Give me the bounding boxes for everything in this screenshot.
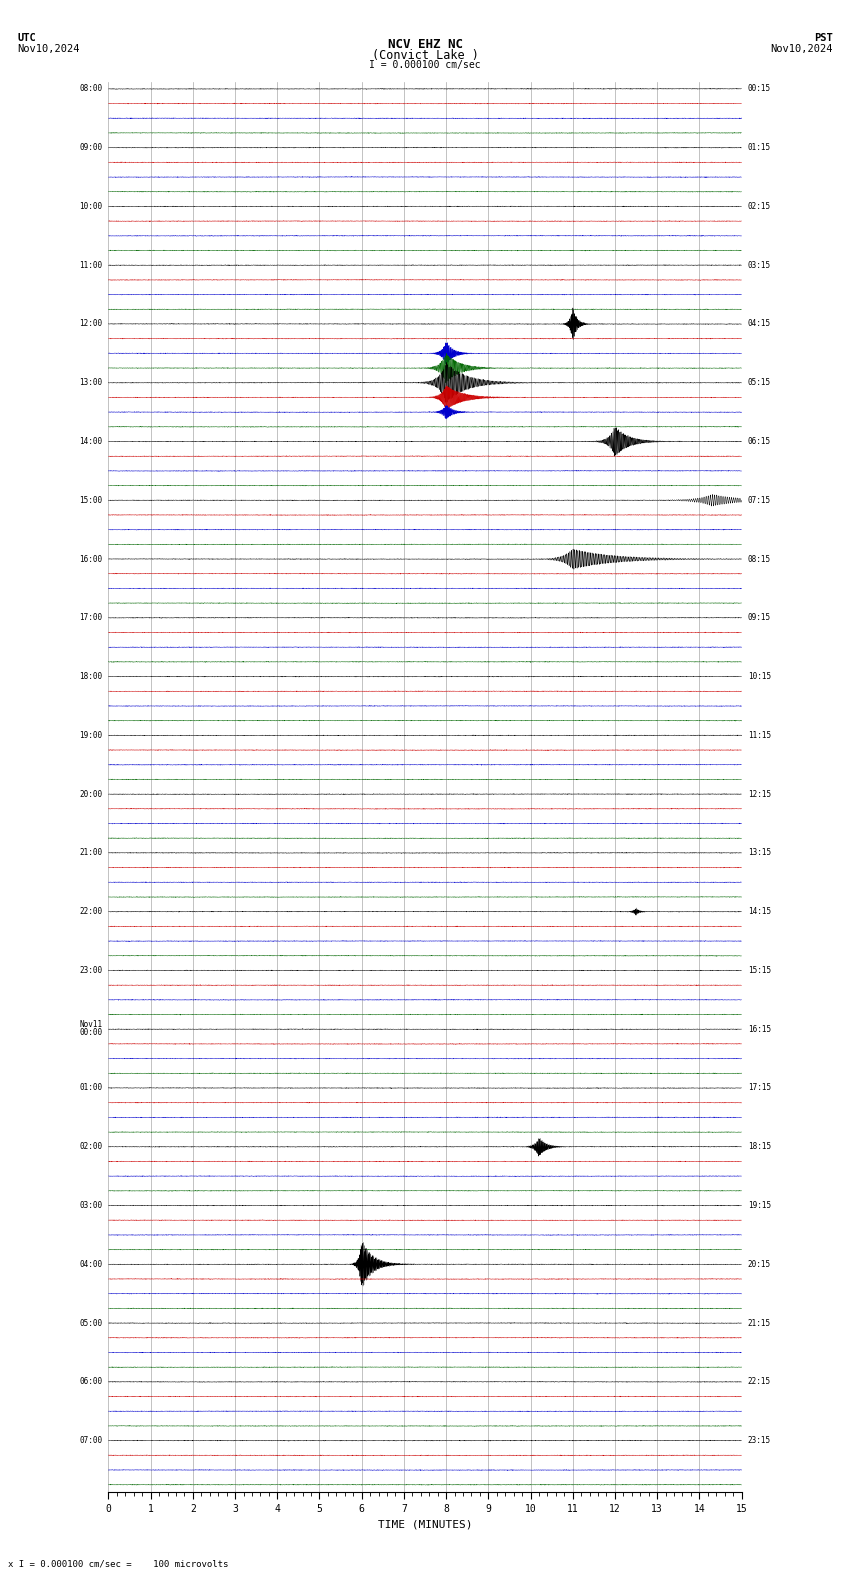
Text: 01:00: 01:00 (79, 1083, 102, 1093)
Text: NCV EHZ NC: NCV EHZ NC (388, 38, 462, 51)
Text: 06:00: 06:00 (79, 1378, 102, 1386)
Text: 02:15: 02:15 (748, 201, 771, 211)
Text: 19:15: 19:15 (748, 1201, 771, 1210)
Text: 12:00: 12:00 (79, 320, 102, 328)
Text: 09:00: 09:00 (79, 143, 102, 152)
Text: Nov11: Nov11 (79, 1020, 102, 1030)
Text: 04:00: 04:00 (79, 1259, 102, 1269)
Text: 22:15: 22:15 (748, 1378, 771, 1386)
Text: PST: PST (814, 33, 833, 43)
Text: 17:15: 17:15 (748, 1083, 771, 1093)
Text: UTC: UTC (17, 33, 36, 43)
Text: x I = 0.000100 cm/sec =    100 microvolts: x I = 0.000100 cm/sec = 100 microvolts (8, 1559, 229, 1568)
Text: 03:00: 03:00 (79, 1201, 102, 1210)
Text: 03:15: 03:15 (748, 261, 771, 269)
Text: 05:15: 05:15 (748, 379, 771, 386)
Text: 21:00: 21:00 (79, 849, 102, 857)
Text: 21:15: 21:15 (748, 1318, 771, 1327)
Text: 00:15: 00:15 (748, 84, 771, 93)
Text: 23:15: 23:15 (748, 1437, 771, 1445)
Text: 13:15: 13:15 (748, 849, 771, 857)
Text: 09:15: 09:15 (748, 613, 771, 623)
Text: 16:00: 16:00 (79, 554, 102, 564)
Text: 22:00: 22:00 (79, 908, 102, 916)
Text: 15:15: 15:15 (748, 966, 771, 974)
Text: 01:15: 01:15 (748, 143, 771, 152)
Text: 11:00: 11:00 (79, 261, 102, 269)
Text: 18:15: 18:15 (748, 1142, 771, 1152)
X-axis label: TIME (MINUTES): TIME (MINUTES) (377, 1519, 473, 1530)
Text: 20:15: 20:15 (748, 1259, 771, 1269)
Text: 16:15: 16:15 (748, 1025, 771, 1034)
Text: 00:00: 00:00 (79, 1028, 102, 1036)
Text: 18:00: 18:00 (79, 672, 102, 681)
Text: 04:15: 04:15 (748, 320, 771, 328)
Text: 19:00: 19:00 (79, 730, 102, 740)
Text: Nov10,2024: Nov10,2024 (770, 44, 833, 54)
Text: 08:00: 08:00 (79, 84, 102, 93)
Text: (Convict Lake ): (Convict Lake ) (371, 49, 479, 62)
Text: 05:00: 05:00 (79, 1318, 102, 1327)
Text: 07:15: 07:15 (748, 496, 771, 505)
Text: 12:15: 12:15 (748, 790, 771, 798)
Text: 10:15: 10:15 (748, 672, 771, 681)
Text: 11:15: 11:15 (748, 730, 771, 740)
Text: 23:00: 23:00 (79, 966, 102, 974)
Text: I = 0.000100 cm/sec: I = 0.000100 cm/sec (369, 60, 481, 70)
Text: Nov10,2024: Nov10,2024 (17, 44, 80, 54)
Text: 14:00: 14:00 (79, 437, 102, 447)
Text: 06:15: 06:15 (748, 437, 771, 447)
Text: 10:00: 10:00 (79, 201, 102, 211)
Text: 07:00: 07:00 (79, 1437, 102, 1445)
Text: 17:00: 17:00 (79, 613, 102, 623)
Text: 02:00: 02:00 (79, 1142, 102, 1152)
Text: 15:00: 15:00 (79, 496, 102, 505)
Text: 08:15: 08:15 (748, 554, 771, 564)
Text: 14:15: 14:15 (748, 908, 771, 916)
Text: 20:00: 20:00 (79, 790, 102, 798)
Text: 13:00: 13:00 (79, 379, 102, 386)
